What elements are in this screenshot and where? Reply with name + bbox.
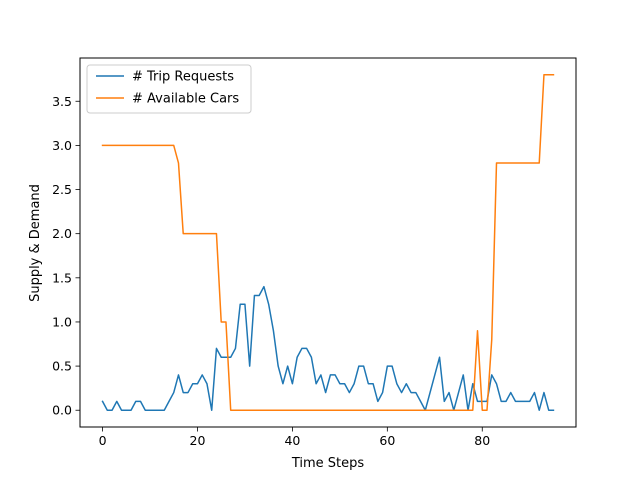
legend-label-1: # Available Cars [132,92,239,107]
x-tick-label: 80 [474,433,490,448]
y-axis-label: Supply & Demand [28,184,43,302]
y-tick-label: 1.5 [52,270,72,285]
x-axis: 0 20 40 60 80 [99,427,490,448]
series-line-1 [101,74,555,411]
legend: # Trip Requests # Available Cars [86,64,252,114]
y-axis: 0.0 0.5 1.0 1.5 2.0 2.5 3.0 3.5 [52,94,80,418]
y-tick-label: 0.0 [52,403,72,418]
series-layer [101,74,555,411]
series-line-0 [101,285,555,411]
x-tick-label: 20 [190,433,206,448]
y-tick-label: 1.0 [52,314,72,329]
legend-box [86,64,252,114]
y-tick-label: 0.5 [52,359,72,374]
y-tick-label: 3.5 [52,94,72,109]
y-tick-label: 2.5 [52,182,72,197]
x-tick-label: 40 [284,433,300,448]
x-axis-label: Time Steps [291,456,365,471]
x-tick-label: 0 [99,433,107,448]
x-tick-label: 60 [379,433,395,448]
y-tick-label: 2.0 [52,226,72,241]
y-tick-label: 3.0 [52,138,72,153]
legend-label-0: # Trip Requests [132,70,234,85]
plot-frame [79,57,577,428]
